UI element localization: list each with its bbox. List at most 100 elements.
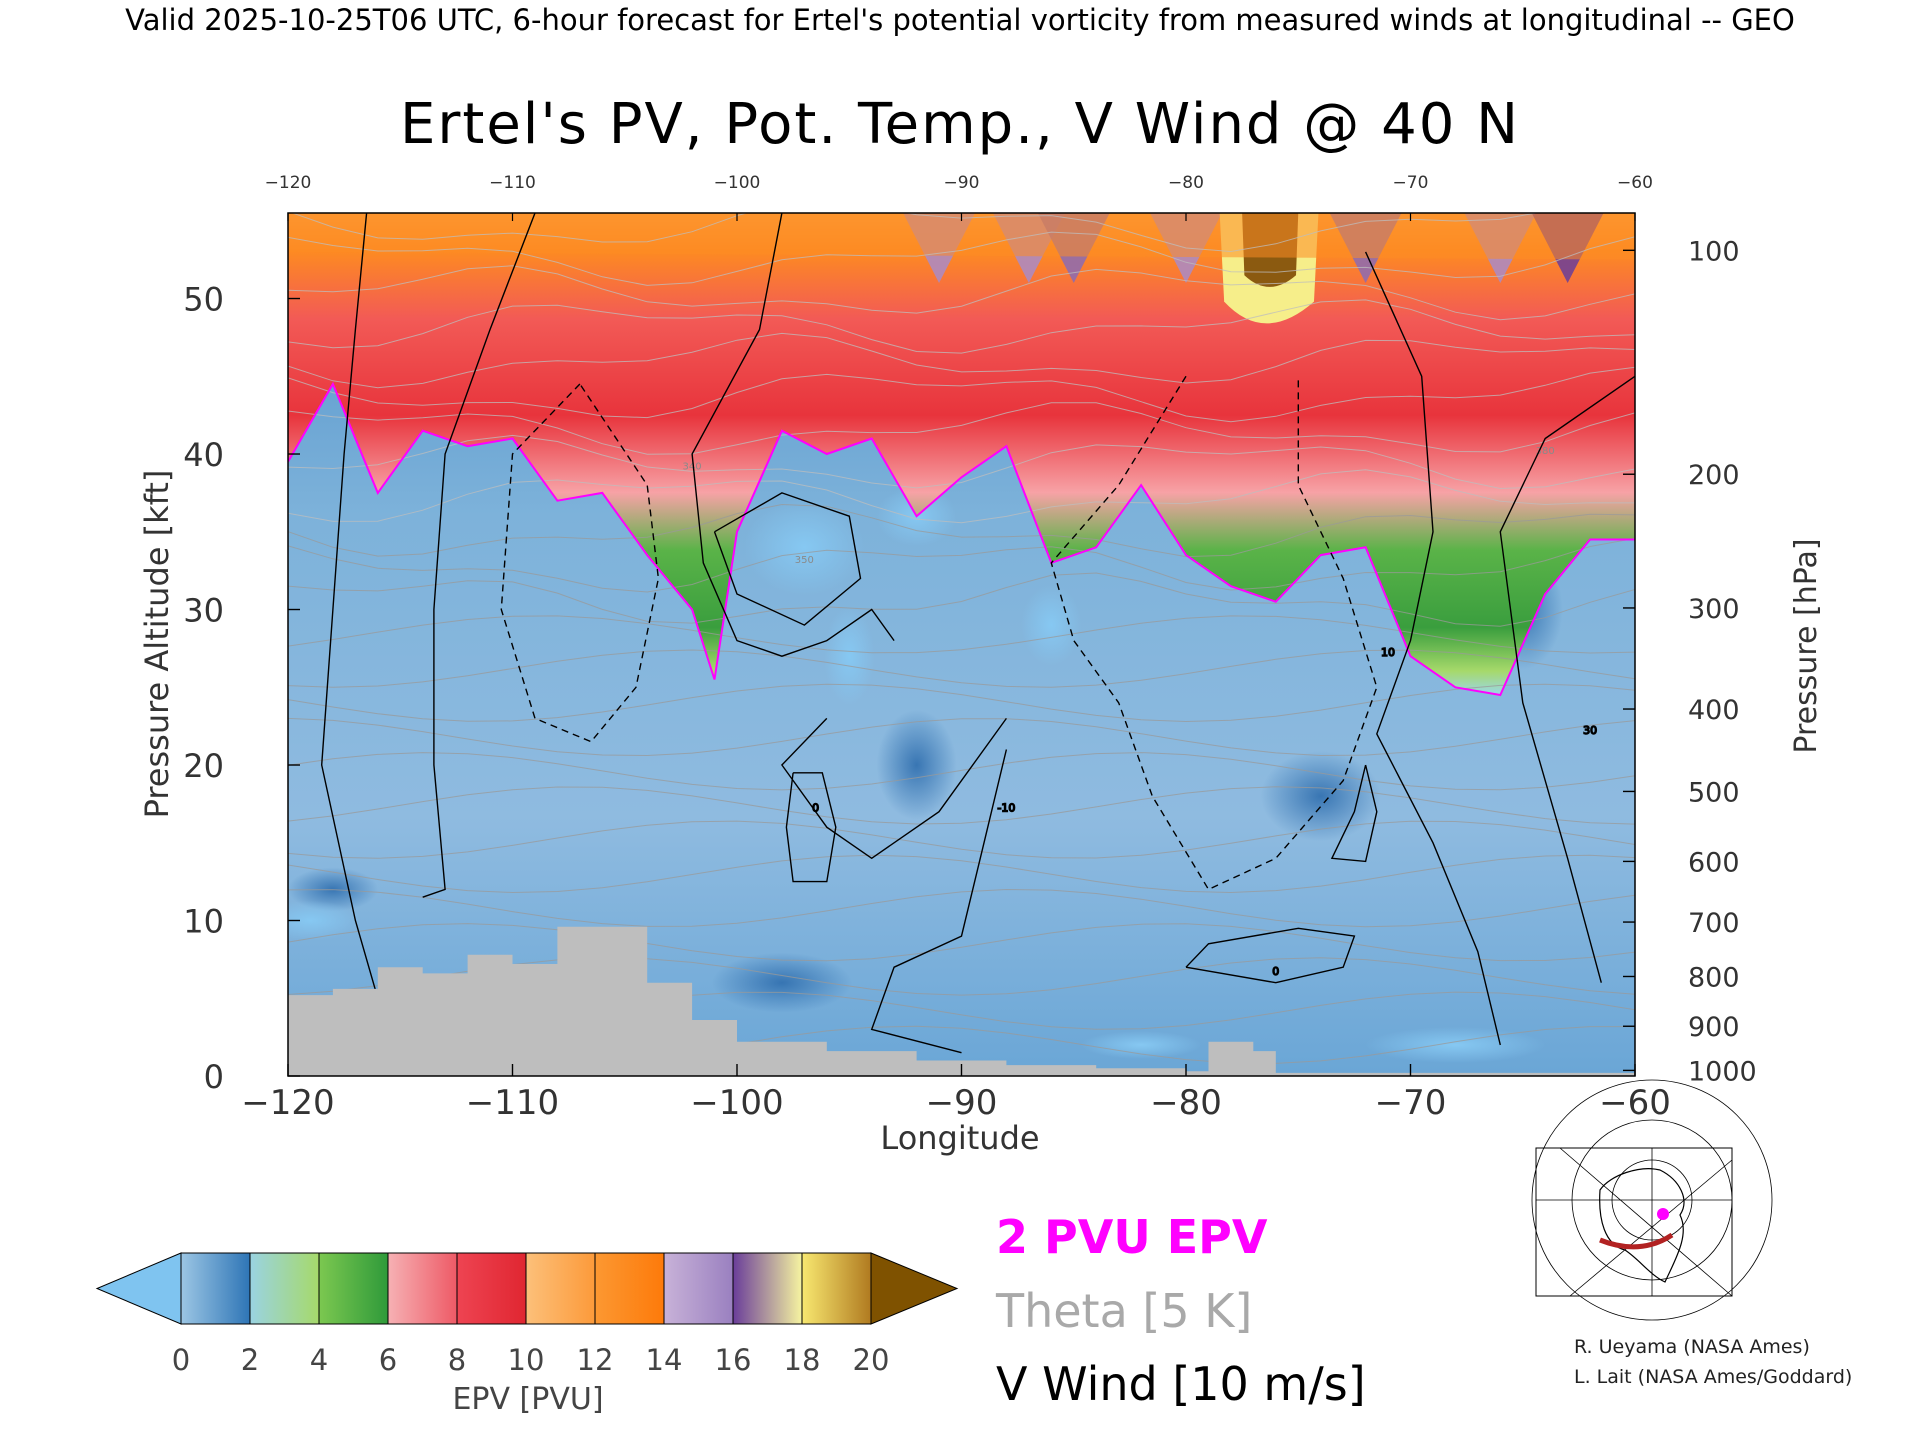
epv-structure bbox=[1260, 751, 1381, 842]
epv-structure bbox=[1081, 1030, 1202, 1059]
y-right-tick-label: 100 bbox=[1688, 236, 1740, 267]
colorbar-band bbox=[525, 1252, 596, 1325]
legend-theta: Theta [5 K] bbox=[995, 1284, 1252, 1338]
y-tick-label: 0 bbox=[204, 1058, 224, 1096]
stratosphere-field bbox=[288, 213, 1635, 695]
y-right-tick-label: 1000 bbox=[1688, 1056, 1757, 1087]
credit-line-2: L. Lait (NASA Ames/Goddard) bbox=[1574, 1366, 1852, 1388]
theta-contour bbox=[288, 231, 1635, 286]
colorbar-tick-label: 16 bbox=[715, 1343, 752, 1377]
x-top-tick-label: −80 bbox=[1168, 173, 1204, 193]
theta-contour bbox=[288, 717, 1635, 757]
y-axis-left-label: Pressure Altitude [kft] bbox=[138, 470, 176, 819]
colorbar-tick-label: 2 bbox=[241, 1343, 259, 1377]
y-tick-label: 50 bbox=[183, 281, 224, 319]
epv-structure bbox=[288, 900, 361, 941]
wind-contour bbox=[1499, 375, 1635, 983]
epv-structure bbox=[1365, 1026, 1546, 1063]
colorbar-band bbox=[594, 1252, 665, 1325]
theta-contour bbox=[288, 434, 1635, 490]
wind-contours: 0 10 0 -10 30 bbox=[320, 213, 1635, 1054]
theta-contour bbox=[288, 615, 1635, 654]
colorbar-band bbox=[801, 1252, 872, 1325]
colorbar-tick-label: 10 bbox=[508, 1343, 545, 1377]
plot-area: 350 340 380 0 10 0 -10 30 bbox=[288, 213, 1635, 1076]
colorbar-band bbox=[318, 1252, 389, 1325]
y-right-tick-label: 600 bbox=[1688, 847, 1740, 878]
theta-contour-label: 340 bbox=[683, 462, 702, 473]
epv-top-band bbox=[288, 213, 1635, 260]
epv-structure bbox=[744, 499, 865, 596]
x-tick-label: −80 bbox=[1150, 1083, 1222, 1123]
wind-contour-label: -10 bbox=[997, 802, 1015, 815]
wind-contour bbox=[691, 213, 895, 657]
colorbar-band bbox=[732, 1252, 803, 1325]
colorbar-band bbox=[456, 1252, 527, 1325]
x-tick-label: −60 bbox=[1599, 1083, 1671, 1123]
y-axis-right-label: Pressure [hPa] bbox=[1789, 538, 1824, 753]
theta-contour bbox=[288, 469, 1635, 524]
wind-contour bbox=[1330, 764, 1378, 863]
theta-contour bbox=[288, 820, 1635, 859]
y-tick-label: 10 bbox=[183, 903, 224, 941]
wind-contour-negative bbox=[500, 383, 660, 743]
y-tick-label: 30 bbox=[183, 592, 224, 630]
theta-contour bbox=[288, 649, 1635, 688]
y-right-tick-label: 800 bbox=[1688, 962, 1740, 993]
theta-contour bbox=[288, 332, 1635, 389]
colorbar: 0 2 4 6 8 10 12 14 16 18 20 bbox=[95, 1252, 959, 1377]
theta-contour bbox=[288, 923, 1635, 962]
colorbar-tick-label: 18 bbox=[784, 1343, 821, 1377]
y-tick-label: 20 bbox=[183, 747, 224, 785]
colorbar-label: EPV [PVU] bbox=[452, 1382, 603, 1417]
theta-contour bbox=[288, 854, 1635, 894]
y-right-tick-label: 400 bbox=[1688, 695, 1740, 726]
x-tick-label: −110 bbox=[466, 1083, 559, 1123]
theta-contour-label: 350 bbox=[795, 555, 814, 566]
theta-contour bbox=[288, 503, 1635, 558]
stratosphere-structure bbox=[288, 213, 1635, 324]
theta-contour bbox=[288, 537, 1635, 593]
colorbar-band bbox=[180, 1252, 251, 1325]
colorbar-low-arrow bbox=[95, 1252, 182, 1325]
colorbar-band bbox=[249, 1252, 320, 1325]
epv-structure bbox=[824, 606, 875, 707]
theta-contours: 350 340 380 bbox=[288, 213, 1635, 1065]
y-right-tick-label: 300 bbox=[1688, 594, 1740, 625]
y-right-tick-label: 900 bbox=[1688, 1012, 1740, 1043]
colorbar-high-arrow bbox=[870, 1252, 959, 1325]
x-top-tick-label: −70 bbox=[1393, 173, 1429, 193]
wind-contour bbox=[785, 772, 837, 883]
header-text: Valid 2025-10-25T06 UTC, 6-hour forecast… bbox=[125, 3, 1795, 37]
wind-contour-negative bbox=[1050, 375, 1378, 891]
x-tick-label: −90 bbox=[926, 1083, 998, 1123]
wind-contour-label: 0 bbox=[1272, 965, 1279, 978]
theta-contour-label: 380 bbox=[1536, 446, 1555, 457]
colorbar-tick-label: 12 bbox=[577, 1343, 614, 1377]
wind-contour bbox=[780, 717, 1007, 860]
theta-contour bbox=[288, 299, 1635, 354]
theta-contour bbox=[288, 572, 1635, 627]
x-top-tick-label: −100 bbox=[714, 173, 761, 193]
colorbar-tick-label: 0 bbox=[172, 1343, 190, 1377]
terrain bbox=[288, 926, 1635, 1076]
y-right-tick-label: 700 bbox=[1688, 908, 1740, 939]
theta-contour bbox=[288, 366, 1635, 423]
theta-contour bbox=[288, 265, 1635, 321]
colorbar-tick-label: 6 bbox=[379, 1343, 397, 1377]
x-top-tick-label: −60 bbox=[1617, 173, 1653, 193]
wind-contour bbox=[422, 213, 536, 898]
wind-contour-label: 10 bbox=[1381, 646, 1395, 659]
wind-contour bbox=[1185, 927, 1356, 984]
wind-contour bbox=[713, 492, 862, 626]
wind-contour-label: 30 bbox=[1583, 724, 1597, 737]
x-top-tick-label: −110 bbox=[489, 173, 536, 193]
theta-contour bbox=[288, 402, 1635, 455]
colorbar-tick-label: 20 bbox=[853, 1343, 890, 1377]
epv-structure bbox=[711, 952, 852, 1013]
x-axis-label: Longitude bbox=[880, 1119, 1039, 1157]
x-top-tick-label: −90 bbox=[944, 173, 980, 193]
theta-contour bbox=[288, 888, 1635, 928]
wind-contour bbox=[320, 213, 379, 999]
x-top-tick-label: −120 bbox=[265, 173, 312, 193]
